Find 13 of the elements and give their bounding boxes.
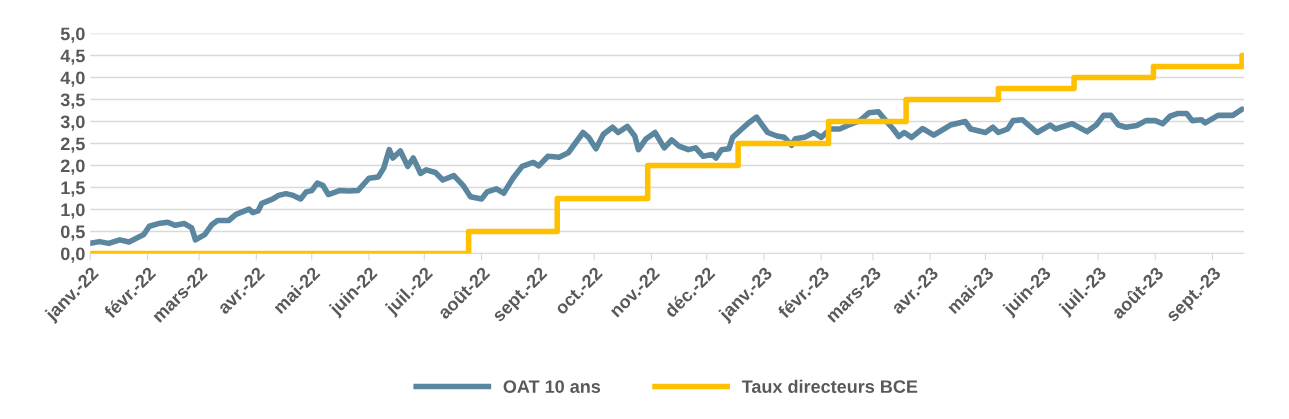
y-tick-label: 4,5 xyxy=(60,49,85,65)
y-tick-label: 1,5 xyxy=(61,181,85,197)
y-tick-label: 3,0 xyxy=(60,115,85,131)
y-tick-label: 4,0 xyxy=(60,71,85,87)
legend-label: Taux directeurs BCE xyxy=(741,379,918,393)
y-tick-label: 1,0 xyxy=(61,203,85,219)
y-tick-label: 2,5 xyxy=(60,137,85,153)
legend-label: OAT 10 ans xyxy=(503,380,601,393)
y-tick-label: 3,5 xyxy=(60,93,85,109)
y-tick-label: 0,0 xyxy=(60,247,85,263)
y-tick-label: 5,0 xyxy=(60,27,85,43)
y-tick-label: 0,5 xyxy=(60,225,85,241)
y-tick-label: 2,0 xyxy=(60,159,85,175)
